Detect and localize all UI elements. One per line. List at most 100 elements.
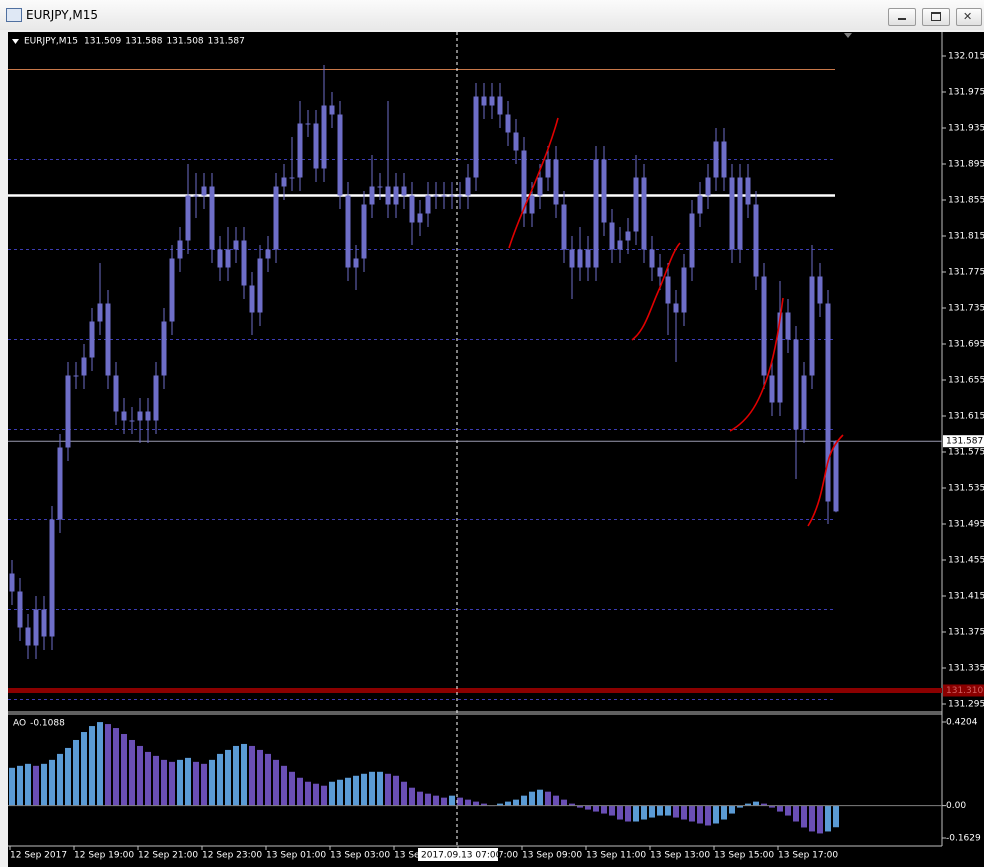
ao-bar — [113, 728, 119, 806]
ao-bar — [97, 722, 103, 806]
ao-bar — [393, 775, 399, 806]
ao-bar — [153, 755, 159, 806]
candle-body — [241, 240, 247, 286]
ao-bar — [25, 763, 31, 806]
ao-bar — [473, 801, 479, 806]
ao-bar — [769, 805, 775, 808]
candle-body — [465, 177, 471, 196]
candle-body — [369, 186, 375, 205]
x-tick-label: 12 Sep 23:00 — [202, 851, 262, 861]
hand-drawn-lines — [508, 117, 844, 527]
trend-stroke — [631, 242, 681, 341]
candle-body — [513, 132, 519, 151]
x-tick-label: 13 Sep 11:00 — [586, 851, 646, 861]
ao-bar — [633, 805, 639, 822]
ao-bar — [713, 805, 719, 824]
ao-bar — [537, 789, 543, 806]
y-tick-label: 131.975 — [948, 88, 984, 98]
quote-value: 131.588 — [125, 37, 162, 47]
ao-bar — [529, 791, 535, 806]
ao-bar — [89, 726, 95, 806]
candle-body — [753, 204, 759, 277]
y-tick-label: 132.015 — [948, 52, 984, 62]
ao-bar — [585, 805, 591, 810]
candle-body — [617, 240, 623, 250]
candle-body — [713, 141, 719, 178]
ao-bar — [17, 765, 23, 806]
ao-bar — [385, 773, 391, 806]
ao-bar — [761, 803, 767, 806]
candle-body — [161, 321, 167, 376]
ao-bar — [777, 805, 783, 812]
candle-body — [145, 411, 151, 421]
candle-body — [25, 627, 31, 646]
candle-body — [545, 159, 551, 178]
ao-bar — [545, 791, 551, 806]
candle-body — [185, 195, 191, 241]
ao-bar — [465, 799, 471, 806]
candle-body — [217, 249, 223, 268]
quote-value: 131.509 — [84, 37, 121, 47]
quote-value: 131.508 — [166, 37, 203, 47]
candle-body — [473, 96, 479, 178]
candle-body — [769, 375, 775, 403]
ao-bar — [137, 745, 143, 806]
ao-bar — [745, 803, 751, 806]
candle-body — [257, 258, 263, 313]
header-menu-arrow[interactable] — [12, 39, 19, 44]
y-tick-label: 131.535 — [948, 484, 984, 494]
ao-bar — [809, 805, 815, 832]
candle-body — [137, 411, 143, 421]
ao-bar — [345, 777, 351, 806]
ao-bar — [289, 771, 295, 806]
x-tick-label: 12 Sep 19:00 — [74, 851, 134, 861]
bid-label: 131.587 — [946, 437, 983, 447]
candle-body — [729, 177, 735, 250]
ao-bar — [681, 805, 687, 820]
candle-body — [249, 285, 255, 313]
ao-bar — [321, 785, 327, 806]
ao-bar — [193, 761, 199, 806]
candle-body — [505, 114, 511, 133]
candle-body — [649, 249, 655, 268]
ao-bar — [401, 781, 407, 806]
ao-bar — [601, 805, 607, 814]
candle-body — [105, 303, 111, 376]
maximize-button[interactable] — [922, 8, 950, 26]
ao-bar — [721, 805, 727, 820]
ao-bar — [673, 805, 679, 818]
ao-bar — [129, 739, 135, 806]
title-bar: EURJPY,M15 ✕ — [0, 0, 984, 31]
candle-body — [409, 195, 415, 223]
candle-body — [385, 186, 391, 205]
close-button[interactable]: ✕ — [956, 8, 982, 26]
indicator-value: -0.1088 — [30, 719, 65, 729]
ao-bar — [497, 803, 503, 806]
candle-body — [457, 195, 463, 197]
cursor-label-bg — [418, 848, 498, 861]
candle-body — [73, 375, 79, 377]
ao-bar — [505, 801, 511, 806]
ao-bar — [625, 805, 631, 822]
y-tick-label: 131.935 — [948, 124, 984, 134]
candle-body — [289, 177, 295, 179]
candle-body — [809, 276, 815, 376]
candle-body — [305, 123, 311, 125]
ao-bar — [169, 761, 175, 806]
ao-bar — [241, 743, 247, 806]
x-tick-label: 12 Sep 21:00 — [138, 851, 198, 861]
candle-body — [313, 123, 319, 169]
cursor-label: 2017.09.13 07:00 — [421, 851, 502, 861]
minimize-button[interactable] — [888, 8, 916, 26]
line-label-bg — [943, 684, 984, 697]
ao-bar — [481, 803, 487, 806]
ao-bar — [297, 777, 303, 806]
y-tick-label: -0.1629 — [946, 834, 981, 844]
y-tick-label: 131.495 — [948, 520, 984, 530]
trend-stroke — [729, 297, 784, 432]
ao-bar — [665, 805, 671, 816]
y-tick-label: 131.775 — [948, 268, 984, 278]
candle-body — [377, 186, 383, 188]
ao-bar — [425, 793, 431, 806]
